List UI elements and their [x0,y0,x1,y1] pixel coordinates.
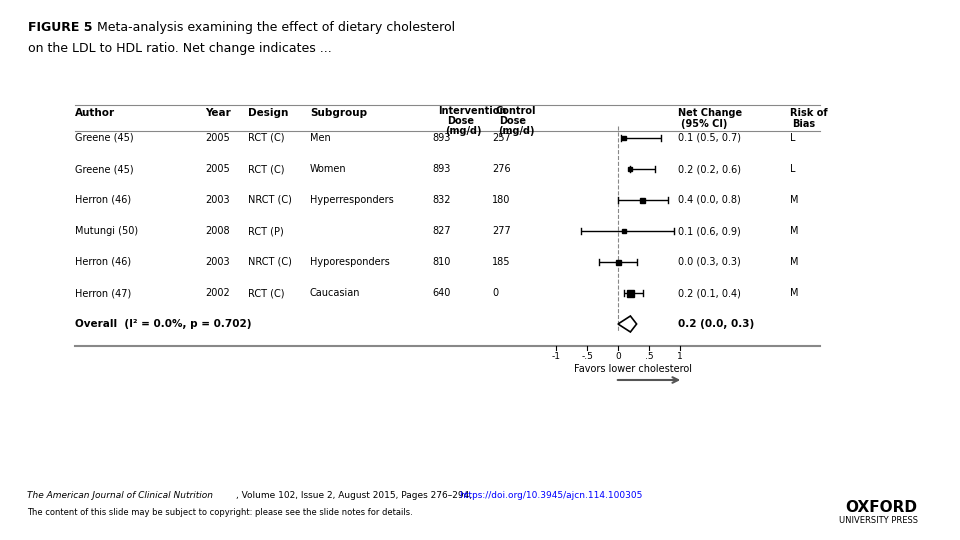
Text: 810: 810 [432,257,450,267]
Text: 0: 0 [492,288,498,298]
Text: 180: 180 [492,195,511,205]
Bar [627,289,634,296]
Text: Net Change: Net Change [678,108,742,118]
Text: M: M [790,288,799,298]
Text: Caucasian: Caucasian [310,288,361,298]
Text: The content of this slide may be subject to copyright: please see the slide note: The content of this slide may be subject… [27,508,413,517]
Text: The American Journal of Clinical Nutrition: The American Journal of Clinical Nutriti… [27,491,213,501]
Text: Meta-analysis examining the effect of dietary cholesterol: Meta-analysis examining the effect of di… [93,21,455,33]
Text: (95% CI): (95% CI) [681,119,728,129]
Text: Men: Men [310,133,331,143]
Text: Risk of: Risk of [790,108,828,118]
Text: 2002: 2002 [205,288,229,298]
Bar [629,167,633,171]
Text: 893: 893 [432,133,450,143]
Bar [615,260,620,265]
Text: Greene (45): Greene (45) [75,133,133,143]
Text: UNIVERSITY PRESS: UNIVERSITY PRESS [839,516,918,525]
Text: Subgroup: Subgroup [310,108,367,118]
Bar [622,229,626,233]
Text: 276: 276 [492,164,511,174]
Text: 2005: 2005 [205,164,229,174]
Text: 827: 827 [432,226,450,236]
Text: -1: -1 [551,352,561,361]
Text: Herron (47): Herron (47) [75,288,132,298]
Text: 0: 0 [615,352,621,361]
Text: 2008: 2008 [205,226,229,236]
Text: (mg/d): (mg/d) [445,126,482,136]
Bar [622,136,626,140]
Text: RCT (C): RCT (C) [248,133,284,143]
Text: 0.0 (0.3, 0.3): 0.0 (0.3, 0.3) [678,257,741,267]
Text: RCT (C): RCT (C) [248,164,284,174]
Text: 0.4 (0.0, 0.8): 0.4 (0.0, 0.8) [678,195,741,205]
Text: 0.2 (0.2, 0.6): 0.2 (0.2, 0.6) [678,164,741,174]
Text: Dose: Dose [447,116,474,126]
Text: 277: 277 [492,226,511,236]
Text: Hyporesponders: Hyporesponders [310,257,390,267]
Text: Greene (45): Greene (45) [75,164,133,174]
Text: Control: Control [496,106,537,116]
Text: L: L [790,133,796,143]
Text: Dose: Dose [499,116,526,126]
Text: 2005: 2005 [205,133,229,143]
Text: M: M [790,195,799,205]
Text: 0.1 (0.6, 0.9): 0.1 (0.6, 0.9) [678,226,741,236]
Text: Design: Design [248,108,288,118]
Text: 893: 893 [432,164,450,174]
Text: 0.1 (0.5, 0.7): 0.1 (0.5, 0.7) [678,133,741,143]
Text: M: M [790,257,799,267]
Text: 257: 257 [492,133,511,143]
Text: , Volume 102, Issue 2, August 2015, Pages 276–294,: , Volume 102, Issue 2, August 2015, Page… [236,491,475,501]
Text: Herron (46): Herron (46) [75,257,132,267]
Text: 0.2 (0.0, 0.3): 0.2 (0.0, 0.3) [678,319,755,329]
Text: Mutungi (50): Mutungi (50) [75,226,138,236]
Text: Herron (46): Herron (46) [75,195,132,205]
Text: Author: Author [75,108,115,118]
Text: M: M [790,226,799,236]
Text: FIGURE 5: FIGURE 5 [28,21,92,33]
Text: 2003: 2003 [205,257,229,267]
Text: -.5: -.5 [581,352,593,361]
Text: NRCT (C): NRCT (C) [248,257,292,267]
Text: Hyperresponders: Hyperresponders [310,195,394,205]
Text: 0.2 (0.1, 0.4): 0.2 (0.1, 0.4) [678,288,741,298]
Text: 832: 832 [432,195,450,205]
Text: 185: 185 [492,257,511,267]
Text: (mg/d): (mg/d) [498,126,535,136]
Text: https://doi.org/10.3945/ajcn.114.100305: https://doi.org/10.3945/ajcn.114.100305 [459,491,642,501]
Text: Favors lower cholesterol: Favors lower cholesterol [574,364,692,374]
Text: Women: Women [310,164,347,174]
Text: RCT (C): RCT (C) [248,288,284,298]
Text: Year: Year [205,108,230,118]
Text: L: L [790,164,796,174]
Text: OXFORD: OXFORD [845,500,917,515]
Text: on the LDL to HDL ratio. Net change indicates ...: on the LDL to HDL ratio. Net change indi… [28,42,331,55]
Text: Overall  (I² = 0.0%, p = 0.702): Overall (I² = 0.0%, p = 0.702) [75,319,252,329]
Text: 2003: 2003 [205,195,229,205]
Text: 1: 1 [677,352,683,361]
Text: RCT (P): RCT (P) [248,226,284,236]
Text: 640: 640 [432,288,450,298]
Text: Bias: Bias [792,119,815,129]
Text: NRCT (C): NRCT (C) [248,195,292,205]
Text: Intervention: Intervention [438,106,506,116]
Bar [640,198,645,202]
Text: .5: .5 [645,352,654,361]
